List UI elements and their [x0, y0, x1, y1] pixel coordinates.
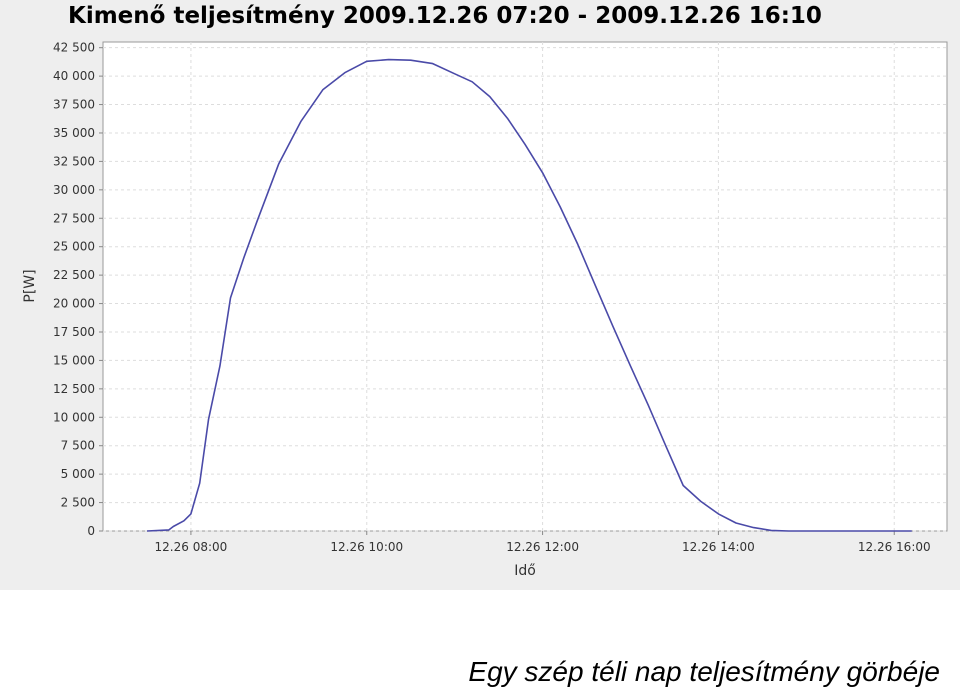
x-tick-label: 12.26 10:00: [330, 540, 403, 554]
chart-title: Kimenő teljesítmény 2009.12.26 07:20 - 2…: [68, 3, 822, 29]
y-tick-label: 15 000: [53, 353, 95, 367]
y-tick-label: 22 500: [53, 268, 95, 282]
y-tick-label: 32 500: [53, 154, 95, 168]
x-tick-label: 12.26 14:00: [682, 540, 755, 554]
y-tick-label: 7 500: [61, 439, 95, 453]
y-tick-label: 27 500: [53, 211, 95, 225]
y-tick-label: 42 500: [53, 41, 95, 55]
line-chart: 0 2 500 5 000 7 500 10 000 12 500 15 000 17 500…: [22, 41, 948, 579]
y-tick-label: 2 500: [61, 496, 95, 510]
y-axis-ticks: 0 2 500 5 000 7 500 10 000 12 500 15 000 17 500…: [53, 41, 103, 538]
series-line: [146, 58, 912, 532]
y-tick-label: 17 500: [53, 325, 95, 339]
y-tick-label: 40 000: [53, 69, 95, 83]
x-axis-ticks: 12.26 08:00 12.26 10:00 12.26 12:00 12.26 1…: [155, 531, 931, 554]
y-axis-label: P[W]: [22, 269, 38, 302]
x-axis-label: Idő: [514, 563, 536, 579]
x-tick-label: 12.26 16:00: [858, 540, 931, 554]
y-tick-label: 10 000: [53, 410, 95, 424]
y-tick-label: 30 000: [53, 183, 95, 197]
series-layer: [146, 58, 912, 532]
y-tick-label: 37 500: [53, 98, 95, 112]
y-tick-label: 5 000: [61, 467, 95, 481]
y-tick-label: 20 000: [53, 297, 95, 311]
y-tick-label: 12 500: [53, 382, 95, 396]
x-tick-label: 12.26 12:00: [506, 540, 579, 554]
y-tick-label: 35 000: [53, 126, 95, 140]
plot-area: [102, 41, 948, 532]
y-tick-label: 0: [87, 524, 95, 538]
y-tick-label: 25 000: [53, 240, 95, 254]
figure-caption: Egy szép téli nap teljesítmény görbéje: [468, 656, 940, 687]
grid-lines: [103, 42, 947, 532]
x-tick-label: 12.26 08:00: [155, 540, 228, 554]
